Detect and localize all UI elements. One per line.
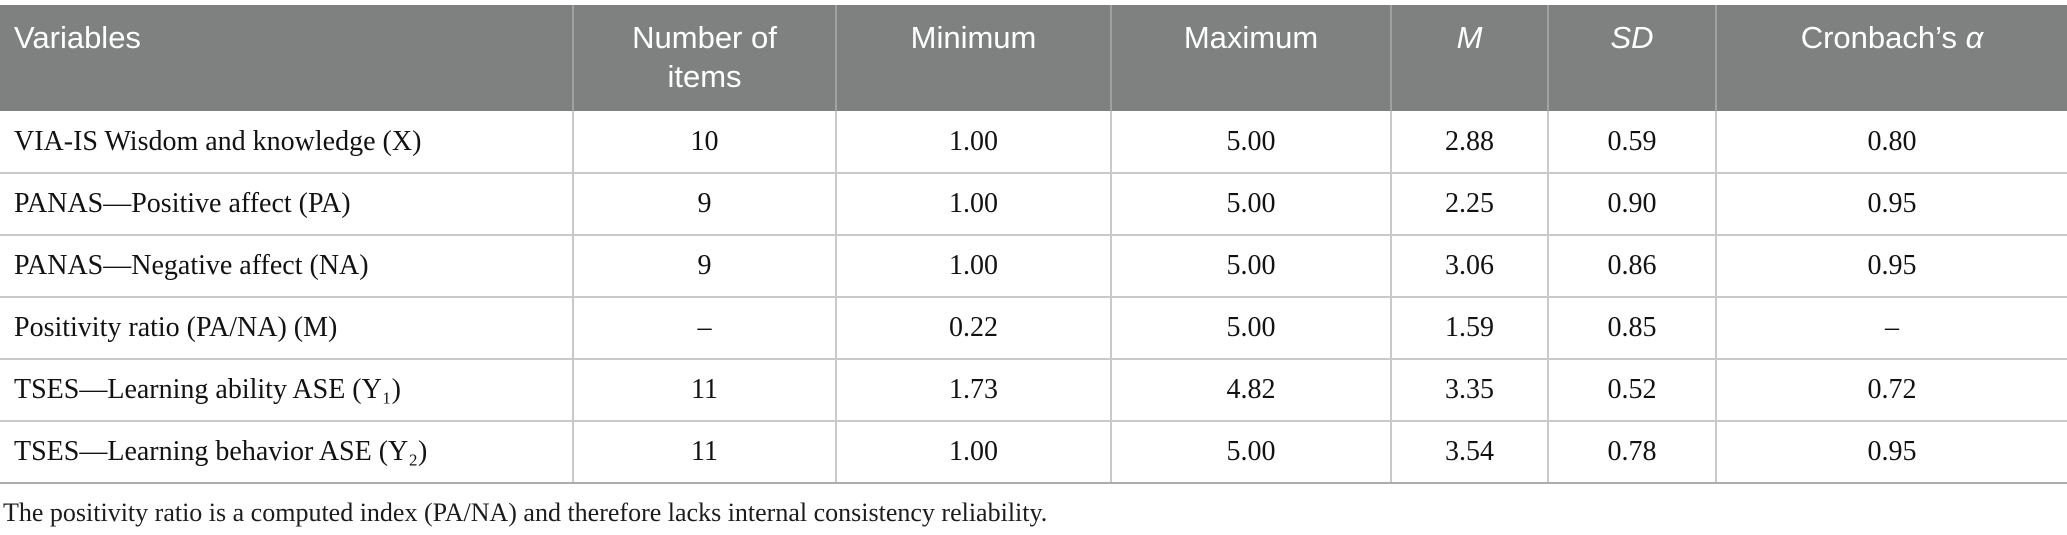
cell-m: 2.88 bbox=[1390, 111, 1548, 174]
cronbach-label: Cronbach’s bbox=[1800, 20, 1966, 55]
table-row: Positivity ratio (PA/NA) (M) –0.22 5.00 1.5… bbox=[0, 297, 2067, 360]
data-table: Variables Number of items Minimum Maximu… bbox=[0, 5, 2067, 484]
cell-items: 9 bbox=[572, 173, 836, 236]
cell-items: 9 bbox=[572, 235, 836, 298]
cell-max: 4.82 bbox=[1110, 359, 1391, 422]
cell-max: 5.00 bbox=[1110, 297, 1391, 360]
column-header-sd: SD bbox=[1547, 5, 1716, 111]
alpha-symbol: α bbox=[1965, 20, 1984, 55]
cell-min: 1.00 bbox=[835, 235, 1111, 298]
cell-sd: 0.78 bbox=[1547, 421, 1716, 484]
cell-max: 5.00 bbox=[1110, 111, 1391, 174]
cell-sd: 0.85 bbox=[1547, 297, 1716, 360]
column-header-number-of-items: Number of items bbox=[572, 5, 836, 111]
column-header-mean: M bbox=[1390, 5, 1548, 111]
cell-m: 3.54 bbox=[1390, 421, 1548, 484]
column-header-cronbach-alpha: Cronbach’s α bbox=[1715, 5, 2067, 111]
cell-alpha: 0.95 bbox=[1715, 235, 2067, 298]
cell-m: 2.25 bbox=[1390, 173, 1548, 236]
cell-variable: VIA-IS Wisdom and knowledge (X) bbox=[0, 111, 573, 174]
cell-variable: PANAS—Negative affect (NA) bbox=[0, 235, 573, 298]
cell-items: – bbox=[572, 297, 836, 360]
cell-variable: PANAS—Positive affect (PA) bbox=[0, 173, 573, 236]
cell-min: 0.22 bbox=[835, 297, 1111, 360]
cell-alpha: 0.72 bbox=[1715, 359, 2067, 422]
footnote: The positivity ratio is a computed index… bbox=[3, 498, 1048, 527]
cell-alpha: 0.95 bbox=[1715, 173, 2067, 236]
column-header-minimum: Minimum bbox=[835, 5, 1111, 111]
cell-alpha: 0.95 bbox=[1715, 421, 2067, 484]
cell-alpha: – bbox=[1715, 297, 2067, 360]
cell-min: 1.00 bbox=[835, 421, 1111, 484]
cell-max: 5.00 bbox=[1110, 421, 1391, 484]
cell-variable: Positivity ratio (PA/NA) (M) bbox=[0, 297, 573, 360]
table-row: VIA-IS Wisdom and knowledge (X) 10 1.00 5.0… bbox=[0, 111, 2067, 174]
table-row: TSES—Learning behavior ASE (Y₂) 11 1.00 5.0… bbox=[0, 421, 2067, 484]
cell-sd: 0.90 bbox=[1547, 173, 1716, 236]
cell-items: 10 bbox=[572, 111, 836, 174]
table-row: PANAS—Positive affect (PA) 9 1.00 5.00 2.25 0… bbox=[0, 173, 2067, 236]
cell-min: 1.73 bbox=[835, 359, 1111, 422]
table-body: VIA-IS Wisdom and knowledge (X) 10 1.00 5.0… bbox=[0, 111, 2067, 484]
column-header-variables: Variables bbox=[0, 5, 573, 111]
table-row: PANAS—Negative affect (NA) 9 1.00 5.00 3.06 0… bbox=[0, 235, 2067, 298]
table-row: TSES—Learning ability ASE (Y₁) 11 1.73 4.82… bbox=[0, 359, 2067, 422]
cell-sd: 0.86 bbox=[1547, 235, 1716, 298]
cell-max: 5.00 bbox=[1110, 235, 1391, 298]
header-row: Variables Number of items Minimum Maximu… bbox=[0, 5, 2067, 111]
column-header-maximum: Maximum bbox=[1110, 5, 1391, 111]
cell-m: 1.59 bbox=[1390, 297, 1548, 360]
cell-sd: 0.52 bbox=[1547, 359, 1716, 422]
cell-items: 11 bbox=[572, 359, 836, 422]
cell-variable: TSES—Learning behavior ASE (Y₂) bbox=[0, 421, 573, 484]
cell-m: 3.35 bbox=[1390, 359, 1548, 422]
cell-max: 5.00 bbox=[1110, 173, 1391, 236]
cell-min: 1.00 bbox=[835, 173, 1111, 236]
table-header: Variables Number of items Minimum Maximu… bbox=[0, 5, 2067, 111]
cell-alpha: 0.80 bbox=[1715, 111, 2067, 174]
cell-variable: TSES—Learning ability ASE (Y₁) bbox=[0, 359, 573, 422]
cell-m: 3.06 bbox=[1390, 235, 1548, 298]
cell-sd: 0.59 bbox=[1547, 111, 1716, 174]
cell-items: 11 bbox=[572, 421, 836, 484]
cell-min: 1.00 bbox=[835, 111, 1111, 174]
